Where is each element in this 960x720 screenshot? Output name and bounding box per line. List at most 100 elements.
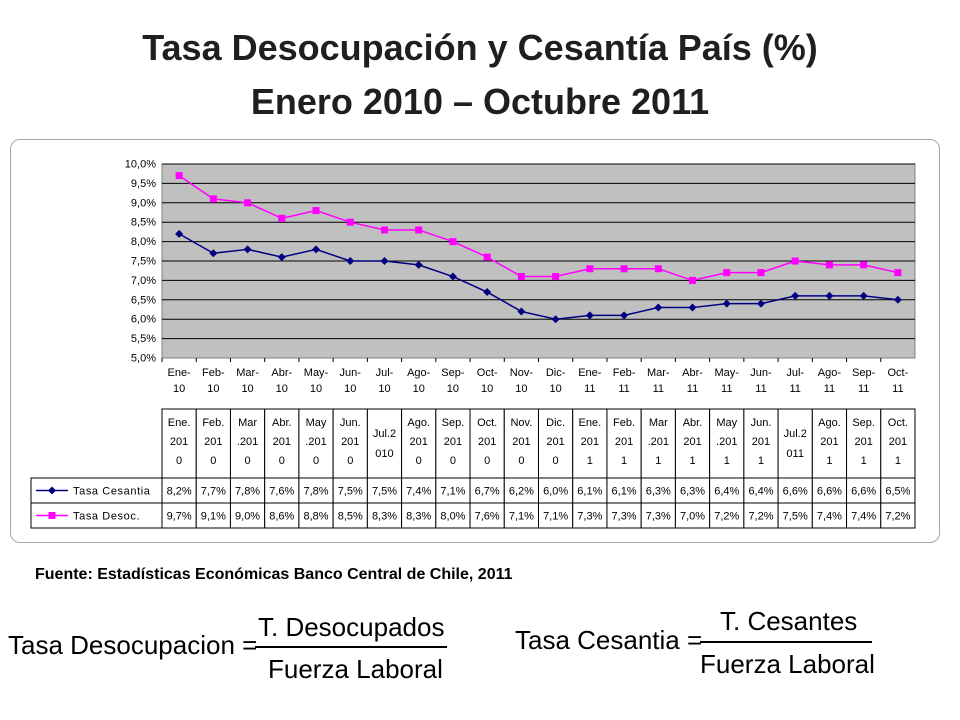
data-point [517,273,525,281]
table-header-label: Abr. [272,417,292,429]
table-cell [298,502,334,529]
table-header-label: 201 [854,436,872,448]
table-header-label: Ago. [818,417,841,429]
table-header-label: 010 [375,448,393,460]
table-value: 7,5% [372,486,397,498]
table-header-label: May [306,417,327,429]
table-cell [503,477,540,504]
table-header-label: Oct. [477,417,497,429]
x-tick-label: 11 [687,383,698,395]
table-header-label: Dic. [546,417,565,429]
table-header-label: 201 [752,436,770,448]
table-cell [743,502,779,529]
x-tick-label: Sep- [441,367,465,379]
table-value: 7,1% [509,511,534,523]
table-header-label: Ene. [168,417,191,429]
table-cell [161,502,197,529]
x-tick-label: Feb- [202,367,225,379]
table-cell [332,477,368,504]
table-header-label: 1 [826,455,832,467]
formula-cesantia-denominator: Fuerza Laboral [700,649,875,679]
table-value: 6,1% [612,486,637,498]
series-line-cesantia [178,233,898,320]
x-tick-label: 11 [584,383,595,395]
x-tick-label: Oct- [477,367,498,379]
table-value: 7,6% [269,486,294,498]
y-tick-label: 8,5% [131,217,156,229]
x-tick-label: 11 [789,383,800,395]
x-tick-label: 10 [413,383,425,395]
table-value: 7,6% [475,511,500,523]
data-point [825,261,833,269]
table-value: 6,7% [475,486,500,498]
table-cell [606,477,642,504]
table-cell [264,502,300,529]
table-header-label: 0 [416,455,422,467]
data-point [688,303,697,312]
table-header-label: Mar [649,417,668,429]
data-point [586,265,594,273]
x-tick-label: Dic- [546,367,566,379]
table-value: 7,7% [201,486,226,498]
table-value: 7,4% [817,511,842,523]
table-header-label: 201 [683,436,701,448]
formula-desocupacion-denominator: Fuerza Laboral [268,654,443,684]
x-tick-label: Jun- [340,367,362,379]
chart: 5,0% 5,5% 6,0% 6,5% 7,0% 7,5% 8,0% 8,5% 9,0% 9,5%… [30,159,916,529]
table-value: 7,2% [714,511,739,523]
data-point [722,299,731,308]
table-header-label: Jun. [751,417,772,429]
table-value: 6,0% [543,486,568,498]
x-tick-label: Ene- [167,367,191,379]
table-header-label: 0 [245,455,251,467]
x-tick-label: Feb- [613,367,636,379]
table-value: 6,6% [851,486,876,498]
table-header-label: Jul.2 [784,428,807,440]
data-point [585,311,594,320]
legend-key-marker [48,512,56,519]
table-header-label: Sep. [442,417,465,429]
x-tick-label: 10 [378,383,390,395]
table-header-label: Jul.2 [373,428,396,440]
x-tick-label: 10 [481,383,493,395]
table-header-label: Ene. [579,417,602,429]
x-tick-label: Jun- [750,367,772,379]
y-tick-label: 9,5% [131,178,156,190]
table-header-label: 0 [210,455,216,467]
table-value: 7,3% [612,511,637,523]
x-tick-label: 10 [344,383,356,395]
x-tick-label: 11 [653,383,664,395]
y-tick-label: 6,5% [131,294,156,306]
x-tick-label: 11 [721,383,732,395]
fraction-bar [700,641,872,643]
table-value: 6,1% [577,486,602,498]
table-value: 7,3% [577,511,602,523]
table-header-label: 1 [724,455,730,467]
formula-desocupacion-lhs: Tasa Desocupacion = [8,630,258,660]
data-point [620,311,629,320]
data-point [346,218,354,226]
x-tick-label: 11 [618,383,629,395]
table-header-label: 201 [889,436,907,448]
table-header-label: Mar [238,417,257,429]
x-tick-label: Abr- [682,367,703,379]
table-value: 6,4% [748,486,773,498]
table-value: 6,5% [885,486,910,498]
data-point [380,226,388,234]
y-tick-label: 8,0% [131,236,156,248]
table-header-label: 201 [273,436,291,448]
data-point [860,261,868,269]
table-cell [538,502,574,529]
table-header-label: .201 [237,436,258,448]
data-point [243,245,252,254]
x-tick-label: 10 [241,383,253,395]
table-header-label: 201 [204,436,222,448]
table-value: 7,5% [783,511,808,523]
table-cell [777,502,813,529]
table-header-label: 201 [546,436,564,448]
table-header-label: .201 [716,436,737,448]
table-cell [435,477,471,504]
legend-key-marker [48,486,56,495]
table-cell [503,502,540,529]
table-header-cell [264,408,300,479]
